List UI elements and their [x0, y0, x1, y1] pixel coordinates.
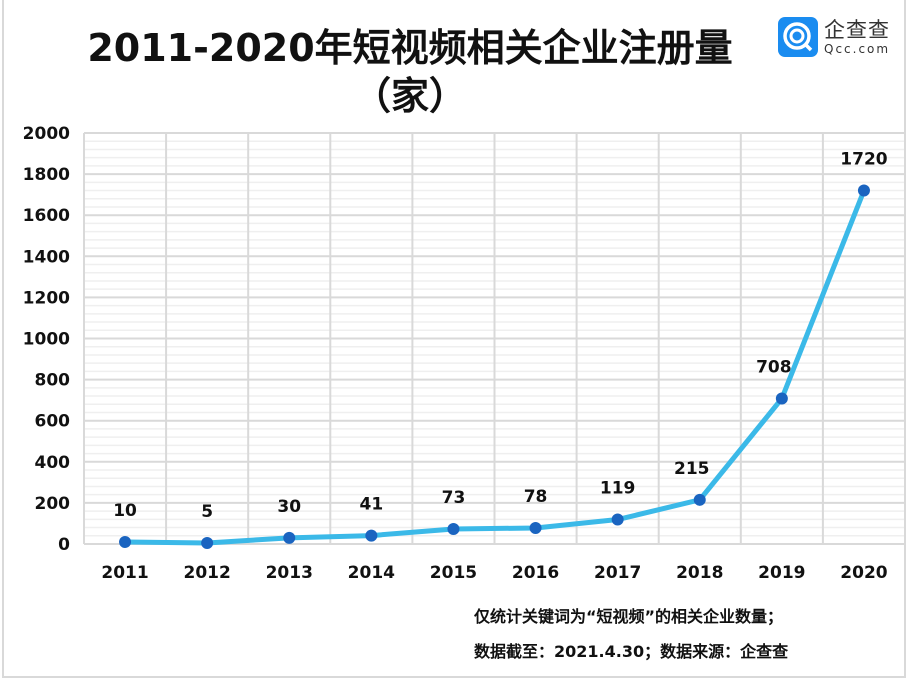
x-tick-label: 2011: [101, 563, 148, 583]
data-label: 1720: [840, 150, 887, 170]
x-tick-label: 2019: [758, 563, 805, 583]
y-tick-label: 1600: [23, 206, 70, 226]
y-tick-label: 1400: [23, 247, 70, 267]
series-line: [125, 189, 867, 546]
data-point: [775, 392, 788, 405]
y-tick-label: 800: [35, 371, 71, 391]
x-tick-label: 2014: [348, 563, 395, 583]
data-label: 41: [360, 495, 384, 515]
footnote-scope: 仅统计关键词为“短视频”的相关企业数量；: [474, 607, 784, 626]
chart-title: 2011-2020年短视频相关企业注册量: [87, 26, 733, 70]
data-label: 708: [756, 358, 792, 378]
y-tick-label: 600: [35, 412, 71, 432]
data-point: [119, 535, 132, 548]
data-point: [201, 536, 214, 549]
y-tick-label: 400: [35, 453, 71, 473]
data-point: [283, 531, 296, 544]
y-tick-label: 1200: [23, 288, 70, 308]
x-tick-label: 2013: [266, 563, 313, 583]
x-tick-label: 2017: [594, 563, 641, 583]
data-point: [529, 521, 542, 534]
x-tick-label: 2015: [430, 563, 477, 583]
x-tick-label: 2020: [840, 563, 887, 583]
data-point: [611, 513, 624, 526]
x-tick-label: 2018: [676, 563, 723, 583]
y-tick-label: 1800: [23, 165, 70, 185]
data-point: [857, 184, 870, 197]
y-tick-label: 2000: [23, 124, 70, 144]
qcc-logo-icon: [778, 17, 818, 57]
data-label: 30: [277, 497, 301, 517]
data-label: 5: [201, 502, 213, 522]
qcc-logo: 企查查 Qcc.com: [778, 17, 890, 57]
logo-text-cn: 企查查: [824, 18, 890, 42]
footnote-source: 数据截至：2021.4.30；数据来源：企查查: [474, 642, 789, 661]
y-tick-label: 200: [35, 494, 71, 514]
data-label: 78: [524, 487, 548, 507]
data-label: 215: [674, 459, 710, 479]
chart-title-unit: （家）: [352, 74, 467, 118]
data-label: 10: [113, 501, 137, 521]
x-tick-label: 2016: [512, 563, 559, 583]
y-tick-label: 0: [58, 535, 70, 555]
x-tick-label: 2012: [183, 563, 230, 583]
logo-text-en: Qcc.com: [824, 42, 891, 56]
data-label: 73: [442, 488, 466, 508]
data-point: [693, 493, 706, 506]
data-point: [447, 522, 460, 535]
data-point: [365, 529, 378, 542]
y-tick-label: 1000: [23, 330, 70, 350]
data-label: 119: [600, 479, 636, 499]
